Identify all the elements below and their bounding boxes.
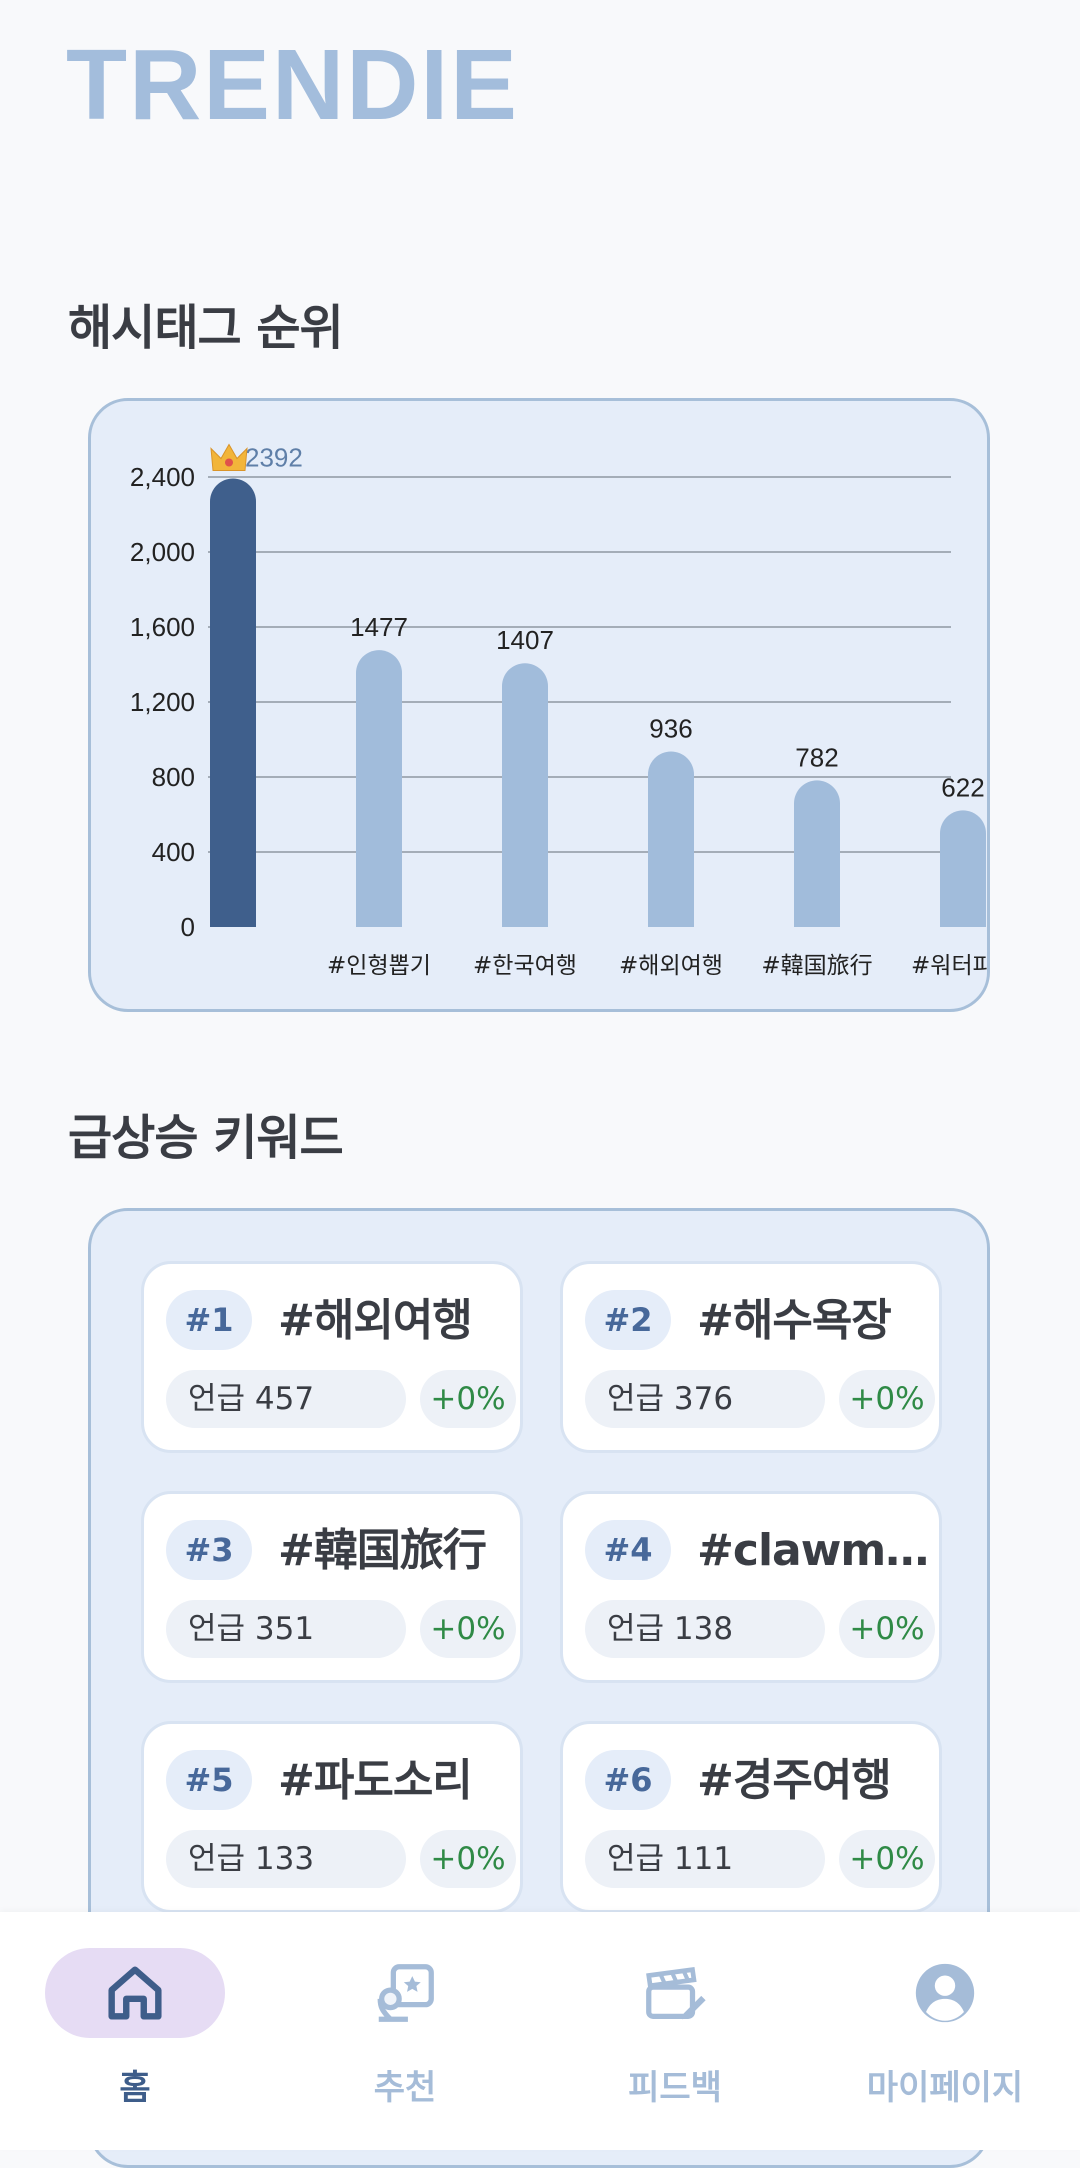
keyword-mention-count: 언급 457 bbox=[166, 1370, 406, 1428]
bar-chart: 0 400 800 1,200 1,600 2,000 2,400 2392 1477 #인형뽑기… bbox=[130, 443, 990, 980]
home-icon bbox=[108, 1966, 162, 2020]
crown-icon bbox=[210, 443, 248, 471]
profile-icon bbox=[915, 1963, 975, 2023]
keyword-rank-badge: #1 bbox=[166, 1290, 252, 1350]
keyword-change-badge: +0% bbox=[839, 1370, 935, 1428]
bar bbox=[794, 780, 840, 927]
app-title: TRENDIE bbox=[66, 29, 519, 141]
active-indicator bbox=[45, 1948, 225, 2038]
nav-item-mypage[interactable]: 마이페이지 bbox=[845, 1948, 1045, 2128]
bar bbox=[502, 663, 548, 927]
x-tick-label: #해외여행 bbox=[619, 953, 723, 979]
keyword-card-6[interactable]: #6 #경주여행 언급 111 +0% bbox=[560, 1721, 942, 1913]
keyword-hashtag: #clawmachine bbox=[697, 1525, 937, 1576]
data-label: 622 bbox=[941, 772, 984, 802]
recommend-icon bbox=[377, 1964, 434, 2022]
keyword-hashtag: #韓国旅行 bbox=[278, 1525, 487, 1576]
keyword-hashtag: #경주여행 bbox=[697, 1755, 892, 1806]
hashtag-ranking-title: 해시태그 순위 bbox=[68, 300, 344, 356]
keyword-change-badge: +0% bbox=[420, 1830, 516, 1888]
keyword-change-badge: +0% bbox=[420, 1600, 516, 1658]
bar bbox=[940, 810, 986, 927]
keyword-mention-count: 언급 376 bbox=[585, 1370, 825, 1428]
keyword-mention-count: 언급 111 bbox=[585, 1830, 825, 1888]
keyword-change-badge: +0% bbox=[839, 1600, 935, 1658]
bottom-navigation: 홈 추천 피드백 마이페이지 bbox=[0, 1912, 1080, 2150]
keyword-mention-count: 언급 138 bbox=[585, 1600, 825, 1658]
y-tick-label: 2,400 bbox=[130, 462, 195, 492]
keyword-hashtag: #해수욕장 bbox=[697, 1295, 892, 1346]
clapperboard-icon bbox=[646, 1967, 706, 2020]
keyword-mention-count: 언급 133 bbox=[166, 1830, 406, 1888]
bar bbox=[356, 650, 402, 927]
keyword-change-badge: +0% bbox=[839, 1830, 935, 1888]
y-tick-label: 400 bbox=[152, 837, 195, 867]
y-tick-label: 2,000 bbox=[130, 537, 195, 567]
y-tick-label: 1,200 bbox=[130, 687, 195, 717]
nav-item-home[interactable]: 홈 bbox=[35, 1948, 235, 2128]
nav-label-recommend: 추천 bbox=[373, 2068, 437, 2108]
surging-keywords-title: 급상승 키워드 bbox=[68, 1110, 344, 1166]
data-label: 936 bbox=[649, 714, 692, 744]
y-tick-label: 800 bbox=[152, 762, 195, 792]
nav-label-mypage: 마이페이지 bbox=[866, 2068, 1024, 2108]
bar bbox=[210, 478, 256, 927]
x-tick-label: #한국여행 bbox=[473, 953, 577, 979]
x-tick-label: #인형뽑기 bbox=[327, 953, 431, 979]
y-tick-label: 1,600 bbox=[130, 612, 195, 642]
keyword-hashtag: #해외여행 bbox=[278, 1295, 473, 1346]
nav-label-feedback: 피드백 bbox=[628, 2068, 722, 2108]
keyword-card-3[interactable]: #3 #韓国旅行 언급 351 +0% bbox=[141, 1491, 523, 1683]
keyword-rank-badge: #3 bbox=[166, 1520, 252, 1580]
keyword-rank-badge: #2 bbox=[585, 1290, 671, 1350]
y-tick-label: 0 bbox=[181, 912, 195, 942]
x-tick-label: #韓国旅行 bbox=[761, 953, 872, 979]
keyword-card-2[interactable]: #2 #해수욕장 언급 376 +0% bbox=[560, 1261, 942, 1453]
data-label: 2392 bbox=[245, 443, 303, 473]
data-label: 1477 bbox=[350, 612, 408, 642]
keyword-mention-count: 언급 351 bbox=[166, 1600, 406, 1658]
nav-item-feedback[interactable]: 피드백 bbox=[575, 1948, 775, 2128]
keyword-rank-badge: #5 bbox=[166, 1750, 252, 1810]
data-label: 782 bbox=[795, 742, 838, 772]
x-tick-label: #워터파크 bbox=[911, 953, 990, 979]
hashtag-ranking-chart: 0 400 800 1,200 1,600 2,000 2,400 2392 1477 #인형뽑기… bbox=[88, 398, 990, 1012]
keyword-card-5[interactable]: #5 #파도소리 언급 133 +0% bbox=[141, 1721, 523, 1913]
keyword-rank-badge: #4 bbox=[585, 1520, 671, 1580]
keyword-card-1[interactable]: #1 #해외여행 언급 457 +0% bbox=[141, 1261, 523, 1453]
nav-label-home: 홈 bbox=[119, 2068, 151, 2108]
keyword-rank-badge: #6 bbox=[585, 1750, 671, 1810]
keyword-change-badge: +0% bbox=[420, 1370, 516, 1428]
bar bbox=[648, 751, 694, 927]
keyword-hashtag: #파도소리 bbox=[278, 1755, 473, 1806]
nav-item-recommend[interactable]: 추천 bbox=[305, 1948, 505, 2128]
data-label: 1407 bbox=[496, 625, 554, 655]
keyword-card-4[interactable]: #4 #clawmachine 언급 138 +0% bbox=[560, 1491, 942, 1683]
